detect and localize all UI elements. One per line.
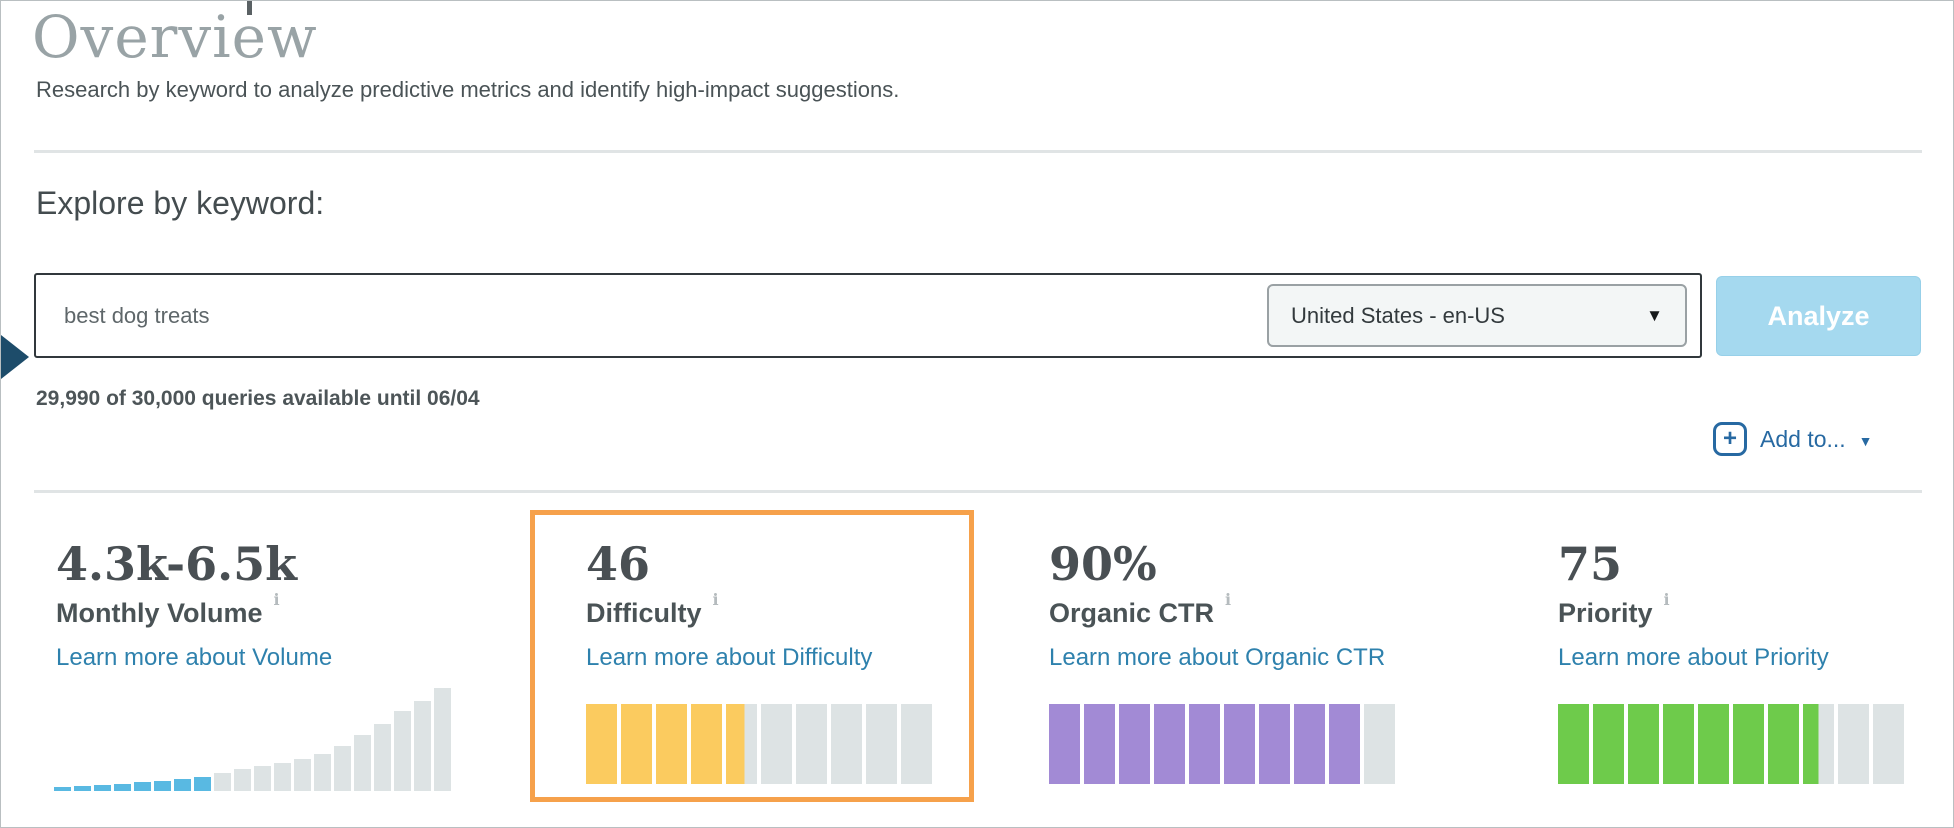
page-subtitle: Research by keyword to analyze predictiv… bbox=[36, 77, 900, 102]
difficulty-label: Difficulty i bbox=[586, 590, 719, 628]
priority-label: Priority i bbox=[1558, 590, 1670, 628]
add-to-button[interactable]: + Add to... ▼ bbox=[1713, 418, 1873, 460]
locale-select-value: United States - en-US bbox=[1291, 302, 1505, 328]
learn-more-priority-link[interactable]: Learn more about Priority bbox=[1558, 644, 1829, 671]
locale-select[interactable]: United States - en-US ▼ bbox=[1267, 284, 1687, 347]
left-pointer-icon bbox=[1, 335, 29, 379]
query-quota-text: 29,990 of 30,000 queries available until… bbox=[36, 387, 480, 410]
chevron-down-icon: ▼ bbox=[1858, 432, 1873, 449]
learn-more-organic-ctr-link[interactable]: Learn more about Organic CTR bbox=[1049, 644, 1386, 671]
organic-ctr-label: Organic CTR i bbox=[1049, 590, 1232, 628]
difficulty-highlight-box bbox=[530, 510, 974, 802]
info-icon[interactable]: i bbox=[1225, 590, 1232, 609]
info-icon[interactable]: i bbox=[712, 590, 719, 609]
info-icon[interactable]: i bbox=[1663, 590, 1670, 609]
divider bbox=[34, 150, 1922, 153]
priority-gauge bbox=[1558, 704, 1904, 784]
keyword-search-box[interactable]: United States - en-US ▼ bbox=[34, 273, 1702, 358]
page-title: Overview bbox=[32, 3, 318, 71]
plus-icon: + bbox=[1713, 422, 1747, 456]
organic-ctr-value: 90% bbox=[1049, 537, 1157, 591]
priority-value: 75 bbox=[1558, 537, 1623, 591]
volume-histogram bbox=[54, 688, 451, 791]
info-icon[interactable]: i bbox=[273, 590, 280, 609]
monthly-volume-label: Monthly Volume i bbox=[56, 590, 280, 628]
difficulty-value: 46 bbox=[586, 537, 651, 591]
analyze-button[interactable]: Analyze bbox=[1716, 276, 1921, 356]
organic-ctr-gauge bbox=[1049, 704, 1395, 784]
difficulty-gauge bbox=[586, 704, 932, 784]
learn-more-difficulty-link[interactable]: Learn more about Difficulty bbox=[586, 644, 873, 671]
keyword-input[interactable] bbox=[36, 275, 1236, 356]
chevron-down-icon: ▼ bbox=[1646, 305, 1663, 325]
explore-by-keyword-heading: Explore by keyword: bbox=[36, 185, 325, 221]
text-cursor-artifact bbox=[247, 1, 252, 15]
monthly-volume-value: 4.3k-6.5k bbox=[56, 537, 298, 591]
divider bbox=[34, 490, 1922, 493]
add-to-label: Add to... bbox=[1760, 425, 1846, 452]
learn-more-volume-link[interactable]: Learn more about Volume bbox=[56, 644, 333, 671]
